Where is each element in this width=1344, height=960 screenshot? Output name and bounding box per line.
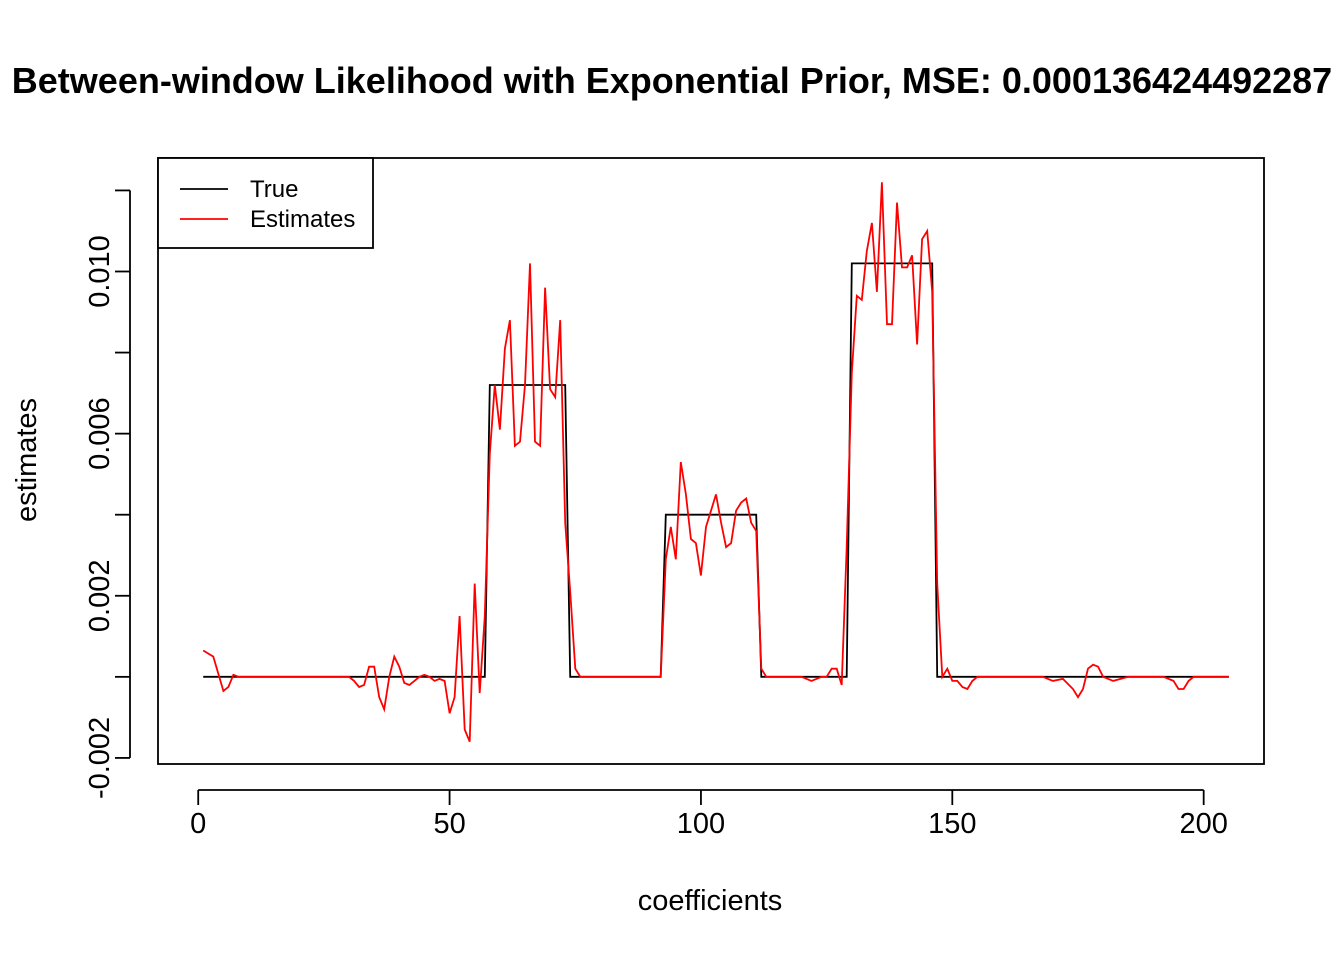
x-axis: 0 50 100 150 200	[190, 789, 1228, 840]
y-tick-label: 0.010	[84, 235, 116, 308]
x-tick-label: 0	[190, 808, 206, 840]
series-estimates-line	[202, 182, 1229, 743]
plot-area	[157, 157, 1265, 765]
x-axis-label: coefficients	[638, 885, 783, 917]
y-tick-label: -0.002	[84, 717, 116, 799]
x-tick-label: 150	[928, 808, 976, 840]
x-tick-label: 200	[1179, 808, 1227, 840]
legend-label-true: True	[250, 176, 298, 203]
y-tick-label: 0.006	[84, 397, 116, 470]
legend-box	[157, 157, 374, 249]
y-axis: -0.002 0.002 0.006 0.010	[84, 189, 131, 799]
x-tick-label: 50	[433, 808, 465, 840]
chart-title: Between-window Likelihood with Exponenti…	[12, 60, 1332, 101]
legend-label-estimates: Estimates	[250, 206, 355, 233]
legend: True Estimates	[157, 157, 374, 249]
y-tick-label: 0.002	[84, 559, 116, 632]
y-axis-label: estimates	[11, 398, 43, 522]
x-tick-label: 100	[677, 808, 725, 840]
